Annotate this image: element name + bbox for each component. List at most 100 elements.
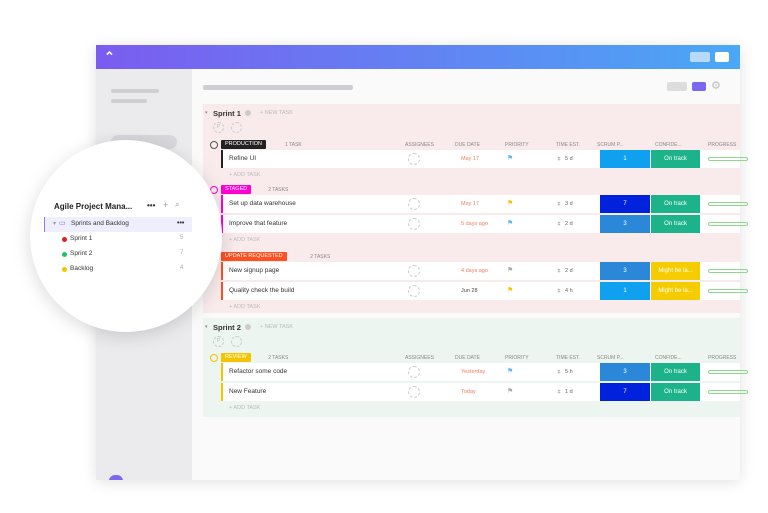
task-row[interactable]: Refactor some code Yesterday ⚑ ⧗ 5 h 3 On trac… [221,363,748,381]
column-header-4[interactable]: SCRUM P... [597,355,624,361]
scrum-points[interactable]: 1 [600,282,650,300]
scrum-points[interactable]: 1 [600,150,650,168]
collapse-icon[interactable]: ▾ [205,110,208,116]
assignee-avatar-icon[interactable] [408,285,420,297]
column-header-5[interactable]: CONFIDE... [655,142,682,148]
topbar-button[interactable] [715,52,729,62]
priority-flag-icon[interactable]: ⚑ [507,200,514,207]
due-date[interactable]: May 17 [461,156,480,162]
task-row[interactable]: New signup page 4 days ago ⚑ ⧗ 2 d 3 Might be … [221,262,748,280]
time-estimate[interactable]: 2 d [565,268,573,274]
confidence-badge[interactable]: On track [651,383,700,401]
search-icon[interactable]: ⌕ [175,200,180,209]
new-task-button[interactable]: + NEW TASK [260,324,293,330]
priority-flag-icon[interactable]: ⚑ [507,368,514,375]
due-date[interactable]: Yesterday [461,369,486,375]
time-estimate[interactable]: 1 d [565,389,573,395]
priority-flag-icon[interactable]: ⚑ [507,388,514,395]
scrum-points[interactable]: 3 [600,363,650,381]
scrum-points[interactable]: 7 [600,195,650,213]
due-date[interactable]: 5 days ago [461,221,488,227]
task-name[interactable]: Set up data warehouse [229,200,296,207]
confidence-badge[interactable]: On track [651,195,700,213]
time-estimate[interactable]: 2 d [565,221,573,227]
scrum-points[interactable]: 3 [600,215,650,233]
assignee-filter-icon[interactable] [231,122,242,133]
hourglass-icon: ⧗ [557,268,561,274]
add-task-button[interactable]: + ADD TASK [229,405,261,411]
column-header-2[interactable]: PRIORITY [505,355,529,361]
confidence-badge[interactable]: On track [651,215,700,233]
priority-flag-icon[interactable]: ⚑ [507,220,514,227]
add-icon[interactable]: + [163,200,169,210]
column-header-0[interactable]: ASSIGNEES [405,142,434,148]
task-name[interactable]: Refine UI [229,155,257,162]
view-button[interactable] [667,82,687,91]
priority-filter-icon[interactable]: P [213,336,224,347]
add-task-button[interactable]: + ADD TASK [229,304,261,310]
folder-sprints-and-backlog[interactable]: ▾ ▭ Sprints and Backlog ••• [44,217,192,232]
priority-filter-icon[interactable]: P [213,122,224,133]
column-header-6[interactable]: PROGRESS [708,355,737,361]
add-task-button[interactable]: + ADD TASK [229,237,261,243]
chat-icon[interactable]: … [109,475,123,480]
scrum-points[interactable]: 7 [600,383,650,401]
priority-flag-icon[interactable]: ⚑ [507,287,514,294]
task-row[interactable]: Refine UI May 17 ⚑ ⧗ 5 d 1 On track [221,150,748,168]
time-estimate[interactable]: 3 d [565,201,573,207]
group-collapse-icon[interactable] [210,141,218,149]
add-task-button[interactable]: + ADD TASK [229,172,261,178]
confidence-badge[interactable]: On track [651,363,700,381]
column-header-2[interactable]: PRIORITY [505,142,529,148]
column-header-0[interactable]: ASSIGNEES [405,355,434,361]
assignee-avatar-icon[interactable] [408,386,420,398]
column-header-5[interactable]: CONFIDE... [655,355,682,361]
task-row[interactable]: Improve that feature 5 days ago ⚑ ⧗ 2 d 3 On t… [221,215,748,233]
time-estimate[interactable]: 5 d [565,156,573,162]
sidebar-list-sprint-2[interactable]: Sprint 2 7 [60,249,186,261]
time-estimate[interactable]: 4 h [565,288,573,294]
task-name[interactable]: Improve that feature [229,220,288,227]
task-row[interactable]: Set up data warehouse May 17 ⚑ ⧗ 3 d 7 On trac… [221,195,748,213]
column-header-1[interactable]: DUE DATE [455,355,480,361]
assignee-filter-icon[interactable] [231,336,242,347]
assignee-avatar-icon[interactable] [408,153,420,165]
task-name[interactable]: New Feature [229,388,267,395]
scrum-points[interactable]: 3 [600,262,650,280]
assignee-avatar-icon[interactable] [408,366,420,378]
confidence-badge[interactable]: Might be la... [651,282,700,300]
column-header-4[interactable]: SCRUM P... [597,142,624,148]
more-icon[interactable]: ••• [177,220,185,227]
column-header-3[interactable]: TIME EST. [556,142,580,148]
confidence-badge[interactable]: On track [651,150,700,168]
sidebar-list-backlog[interactable]: Backlog 4 [60,264,186,276]
sidebar-list-sprint-1[interactable]: Sprint 1 5 [60,234,186,246]
time-estimate[interactable]: 5 h [565,369,573,375]
due-date[interactable]: Today [461,389,476,395]
settings-gear-icon[interactable]: ⚙ [711,80,721,92]
column-header-1[interactable]: DUE DATE [455,142,480,148]
column-header-6[interactable]: PROGRESS [708,142,737,148]
group-collapse-icon[interactable] [210,354,218,362]
task-name[interactable]: New signup page [229,267,280,274]
task-name[interactable]: Quality check the build [229,287,295,294]
column-header-3[interactable]: TIME EST. [556,355,580,361]
due-date[interactable]: Jun 28 [461,288,478,294]
due-date[interactable]: May 17 [461,201,480,207]
more-icon[interactable]: ••• [147,201,156,210]
task-name[interactable]: Refactor some code [229,368,288,375]
assignee-avatar-icon[interactable] [408,198,420,210]
task-row[interactable]: Quality check the build Jun 28 ⚑ ⧗ 4 h 1 Might… [221,282,748,300]
due-date[interactable]: 4 days ago [461,268,488,274]
assignee-avatar-icon[interactable] [408,265,420,277]
assignee-avatar-icon[interactable] [408,218,420,230]
list-name: Sprint 1 [70,235,93,242]
confidence-badge[interactable]: Might be la... [651,262,700,280]
new-task-button[interactable]: + NEW TASK [260,110,293,116]
priority-flag-icon[interactable]: ⚑ [507,155,514,162]
topbar-button[interactable] [690,52,710,62]
task-row[interactable]: New Feature Today ⚑ ⧗ 1 d 7 On track [221,383,748,401]
view-button[interactable] [692,82,706,91]
priority-flag-icon[interactable]: ⚑ [507,267,514,274]
collapse-icon[interactable]: ▾ [205,324,208,330]
